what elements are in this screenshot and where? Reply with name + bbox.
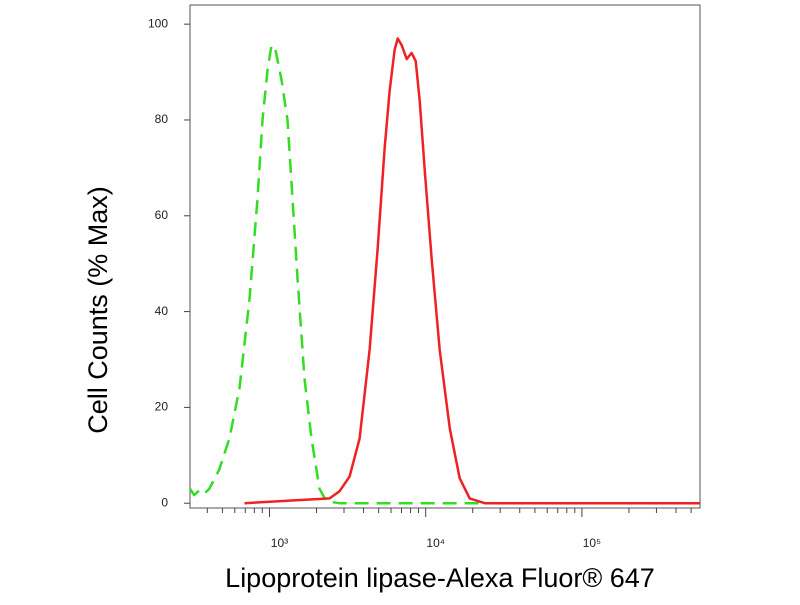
series-line [244,37,700,505]
y-axis-label: Cell Counts (% Max) [83,186,113,434]
y-tick-label: 100 [148,16,168,30]
x-tick-label: 10⁵ [583,536,601,550]
x-tick-label: 10³ [271,536,288,550]
y-tick-label: 40 [155,304,169,318]
y-tick-label: 60 [155,208,169,222]
y-tick-label: 20 [155,400,169,414]
plot-frame [189,4,701,509]
y-tick-label: 80 [155,112,169,126]
x-tick-label: 10⁴ [426,536,445,550]
x-axis-label: Lipoprotein lipase-Alexa Fluor® 647 [225,563,655,593]
series-line [188,43,700,505]
y-tick-label: 0 [161,495,168,509]
